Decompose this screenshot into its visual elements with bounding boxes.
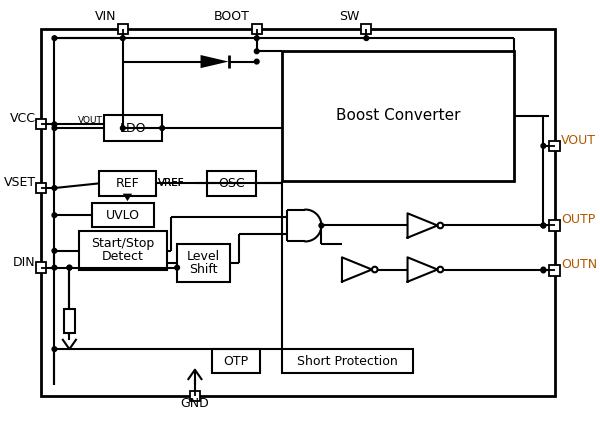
Bar: [550, 265, 560, 276]
Circle shape: [52, 265, 57, 270]
Polygon shape: [200, 55, 229, 68]
Text: Start/Stop: Start/Stop: [91, 237, 154, 250]
Bar: [190, 391, 200, 401]
Circle shape: [52, 213, 57, 217]
Text: DIN: DIN: [13, 256, 35, 268]
Text: OTP: OTP: [224, 355, 248, 368]
Circle shape: [52, 347, 57, 352]
Circle shape: [319, 223, 324, 228]
Bar: [207, 171, 256, 195]
Text: Boost Converter: Boost Converter: [336, 108, 460, 123]
Circle shape: [541, 268, 545, 273]
Text: SW: SW: [340, 10, 360, 23]
Bar: [36, 183, 46, 193]
Text: Shift: Shift: [189, 263, 218, 276]
Circle shape: [160, 126, 164, 130]
Bar: [550, 220, 560, 231]
Text: UVLO: UVLO: [106, 209, 140, 222]
Circle shape: [254, 49, 259, 54]
Text: VSET: VSET: [4, 176, 35, 189]
Bar: [282, 51, 514, 181]
Text: OUTP: OUTP: [561, 214, 595, 226]
Bar: [100, 171, 155, 195]
Circle shape: [52, 186, 57, 190]
Text: VOUT: VOUT: [561, 134, 596, 147]
Bar: [36, 262, 46, 273]
Circle shape: [52, 249, 57, 253]
Text: Level: Level: [187, 250, 220, 263]
Text: LDO: LDO: [120, 122, 146, 135]
Circle shape: [52, 36, 57, 41]
Bar: [36, 119, 46, 130]
Polygon shape: [123, 194, 132, 201]
Bar: [550, 141, 560, 151]
Circle shape: [175, 265, 179, 270]
Bar: [282, 349, 413, 373]
Text: BOOT: BOOT: [214, 10, 249, 23]
Text: VIN: VIN: [95, 10, 116, 23]
Text: VCC: VCC: [10, 112, 35, 125]
Circle shape: [121, 126, 125, 130]
Bar: [212, 349, 260, 373]
Text: REF: REF: [116, 177, 139, 190]
Circle shape: [541, 223, 545, 228]
Circle shape: [67, 265, 72, 270]
Text: OSC: OSC: [218, 177, 245, 190]
Text: OUTN: OUTN: [561, 258, 597, 271]
Circle shape: [67, 265, 72, 270]
Bar: [64, 309, 75, 333]
Text: GND: GND: [181, 397, 209, 410]
Text: VREF: VREF: [157, 179, 184, 188]
Circle shape: [364, 36, 368, 41]
Text: VOUT: VOUT: [78, 116, 103, 125]
Bar: [92, 203, 154, 227]
Bar: [104, 115, 162, 141]
Text: Short Protection: Short Protection: [297, 355, 398, 368]
Circle shape: [52, 122, 57, 127]
Circle shape: [254, 59, 259, 64]
Text: VREF: VREF: [157, 179, 184, 188]
Text: Detect: Detect: [102, 250, 144, 263]
Circle shape: [254, 36, 259, 41]
Bar: [79, 231, 167, 271]
Circle shape: [52, 126, 57, 130]
Bar: [251, 24, 262, 34]
Bar: [361, 24, 371, 34]
Circle shape: [541, 223, 545, 228]
Circle shape: [541, 267, 545, 272]
Circle shape: [541, 143, 545, 148]
Bar: [118, 24, 128, 34]
Circle shape: [121, 36, 125, 41]
Bar: [177, 244, 230, 282]
